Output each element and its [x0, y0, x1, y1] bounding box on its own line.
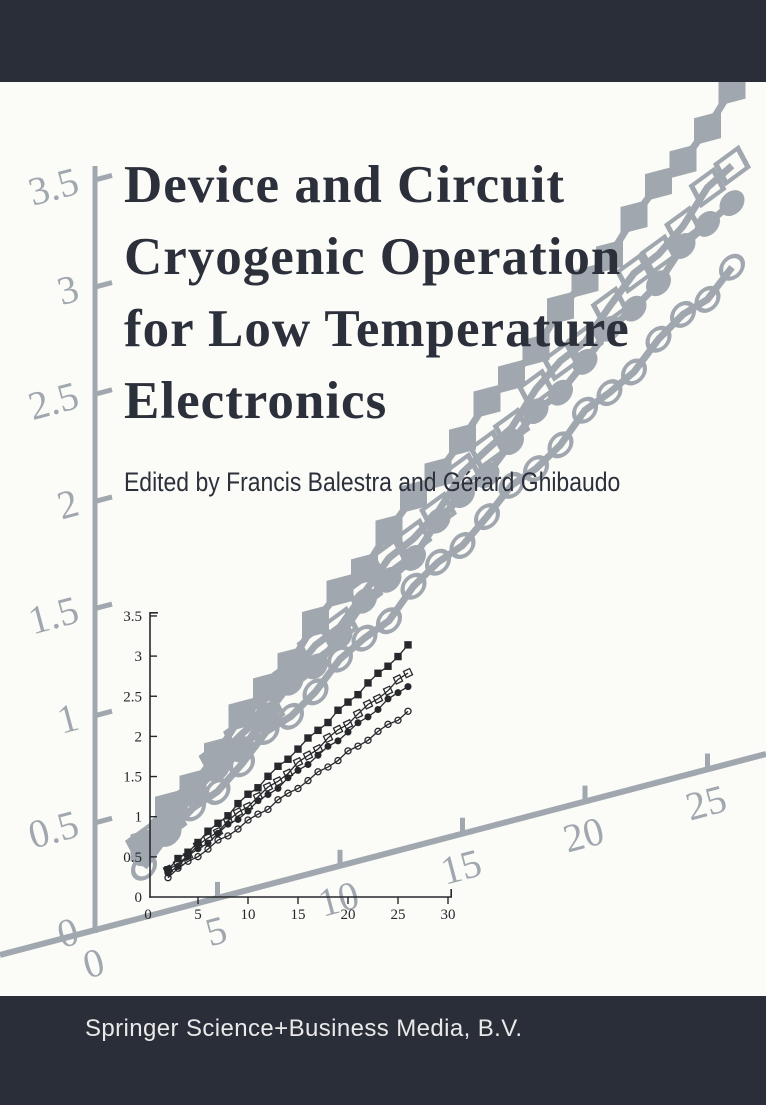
- title-line-4: Electronics: [124, 372, 388, 430]
- svg-text:3.5: 3.5: [23, 158, 83, 214]
- svg-text:15: 15: [291, 907, 306, 923]
- svg-text:0.5: 0.5: [123, 850, 142, 866]
- svg-text:25: 25: [681, 776, 731, 830]
- svg-text:0: 0: [135, 890, 143, 906]
- svg-text:2: 2: [135, 729, 143, 745]
- svg-text:3.5: 3.5: [123, 609, 142, 625]
- svg-text:20: 20: [558, 808, 608, 862]
- svg-text:1.5: 1.5: [23, 587, 83, 643]
- svg-text:30: 30: [441, 907, 456, 923]
- svg-text:10: 10: [313, 872, 363, 926]
- svg-text:1: 1: [135, 810, 143, 826]
- svg-text:1.5: 1.5: [123, 770, 142, 786]
- svg-text:0.5: 0.5: [23, 801, 83, 857]
- svg-text:2.5: 2.5: [123, 689, 142, 705]
- svg-text:10: 10: [241, 907, 256, 923]
- svg-text:2: 2: [52, 480, 83, 529]
- edited-by-line: Edited by Francis Balestra and Gérard Gh…: [124, 467, 621, 497]
- bottom-bar: Springer Science+Business Media, B.V.: [0, 996, 766, 1105]
- svg-text:0: 0: [144, 907, 152, 923]
- svg-text:1: 1: [52, 694, 83, 743]
- inset-chart-layer: 0 0.5 1 1.5 2 2.5 3 3.5 0 5 10 15 20 25 30: [123, 609, 455, 923]
- publisher-name: Springer Science+Business Media, B.V.: [85, 1015, 523, 1042]
- svg-text:3: 3: [52, 265, 83, 314]
- svg-text:5: 5: [201, 907, 232, 956]
- svg-text:2.5: 2.5: [23, 372, 83, 428]
- svg-text:5: 5: [194, 907, 202, 923]
- svg-text:25: 25: [391, 907, 406, 923]
- svg-text:3: 3: [135, 649, 143, 665]
- svg-text:15: 15: [436, 840, 486, 894]
- top-bar: [0, 0, 766, 82]
- svg-text:0: 0: [78, 939, 109, 988]
- book-title: Device and Circuit Cryogenic Operation f…: [124, 149, 630, 437]
- title-line-3: for Low Temperature: [124, 300, 630, 358]
- title-line-1: Device and Circuit: [124, 156, 565, 214]
- svg-text:20: 20: [341, 907, 356, 923]
- title-line-2: Cryogenic Operation: [124, 228, 622, 286]
